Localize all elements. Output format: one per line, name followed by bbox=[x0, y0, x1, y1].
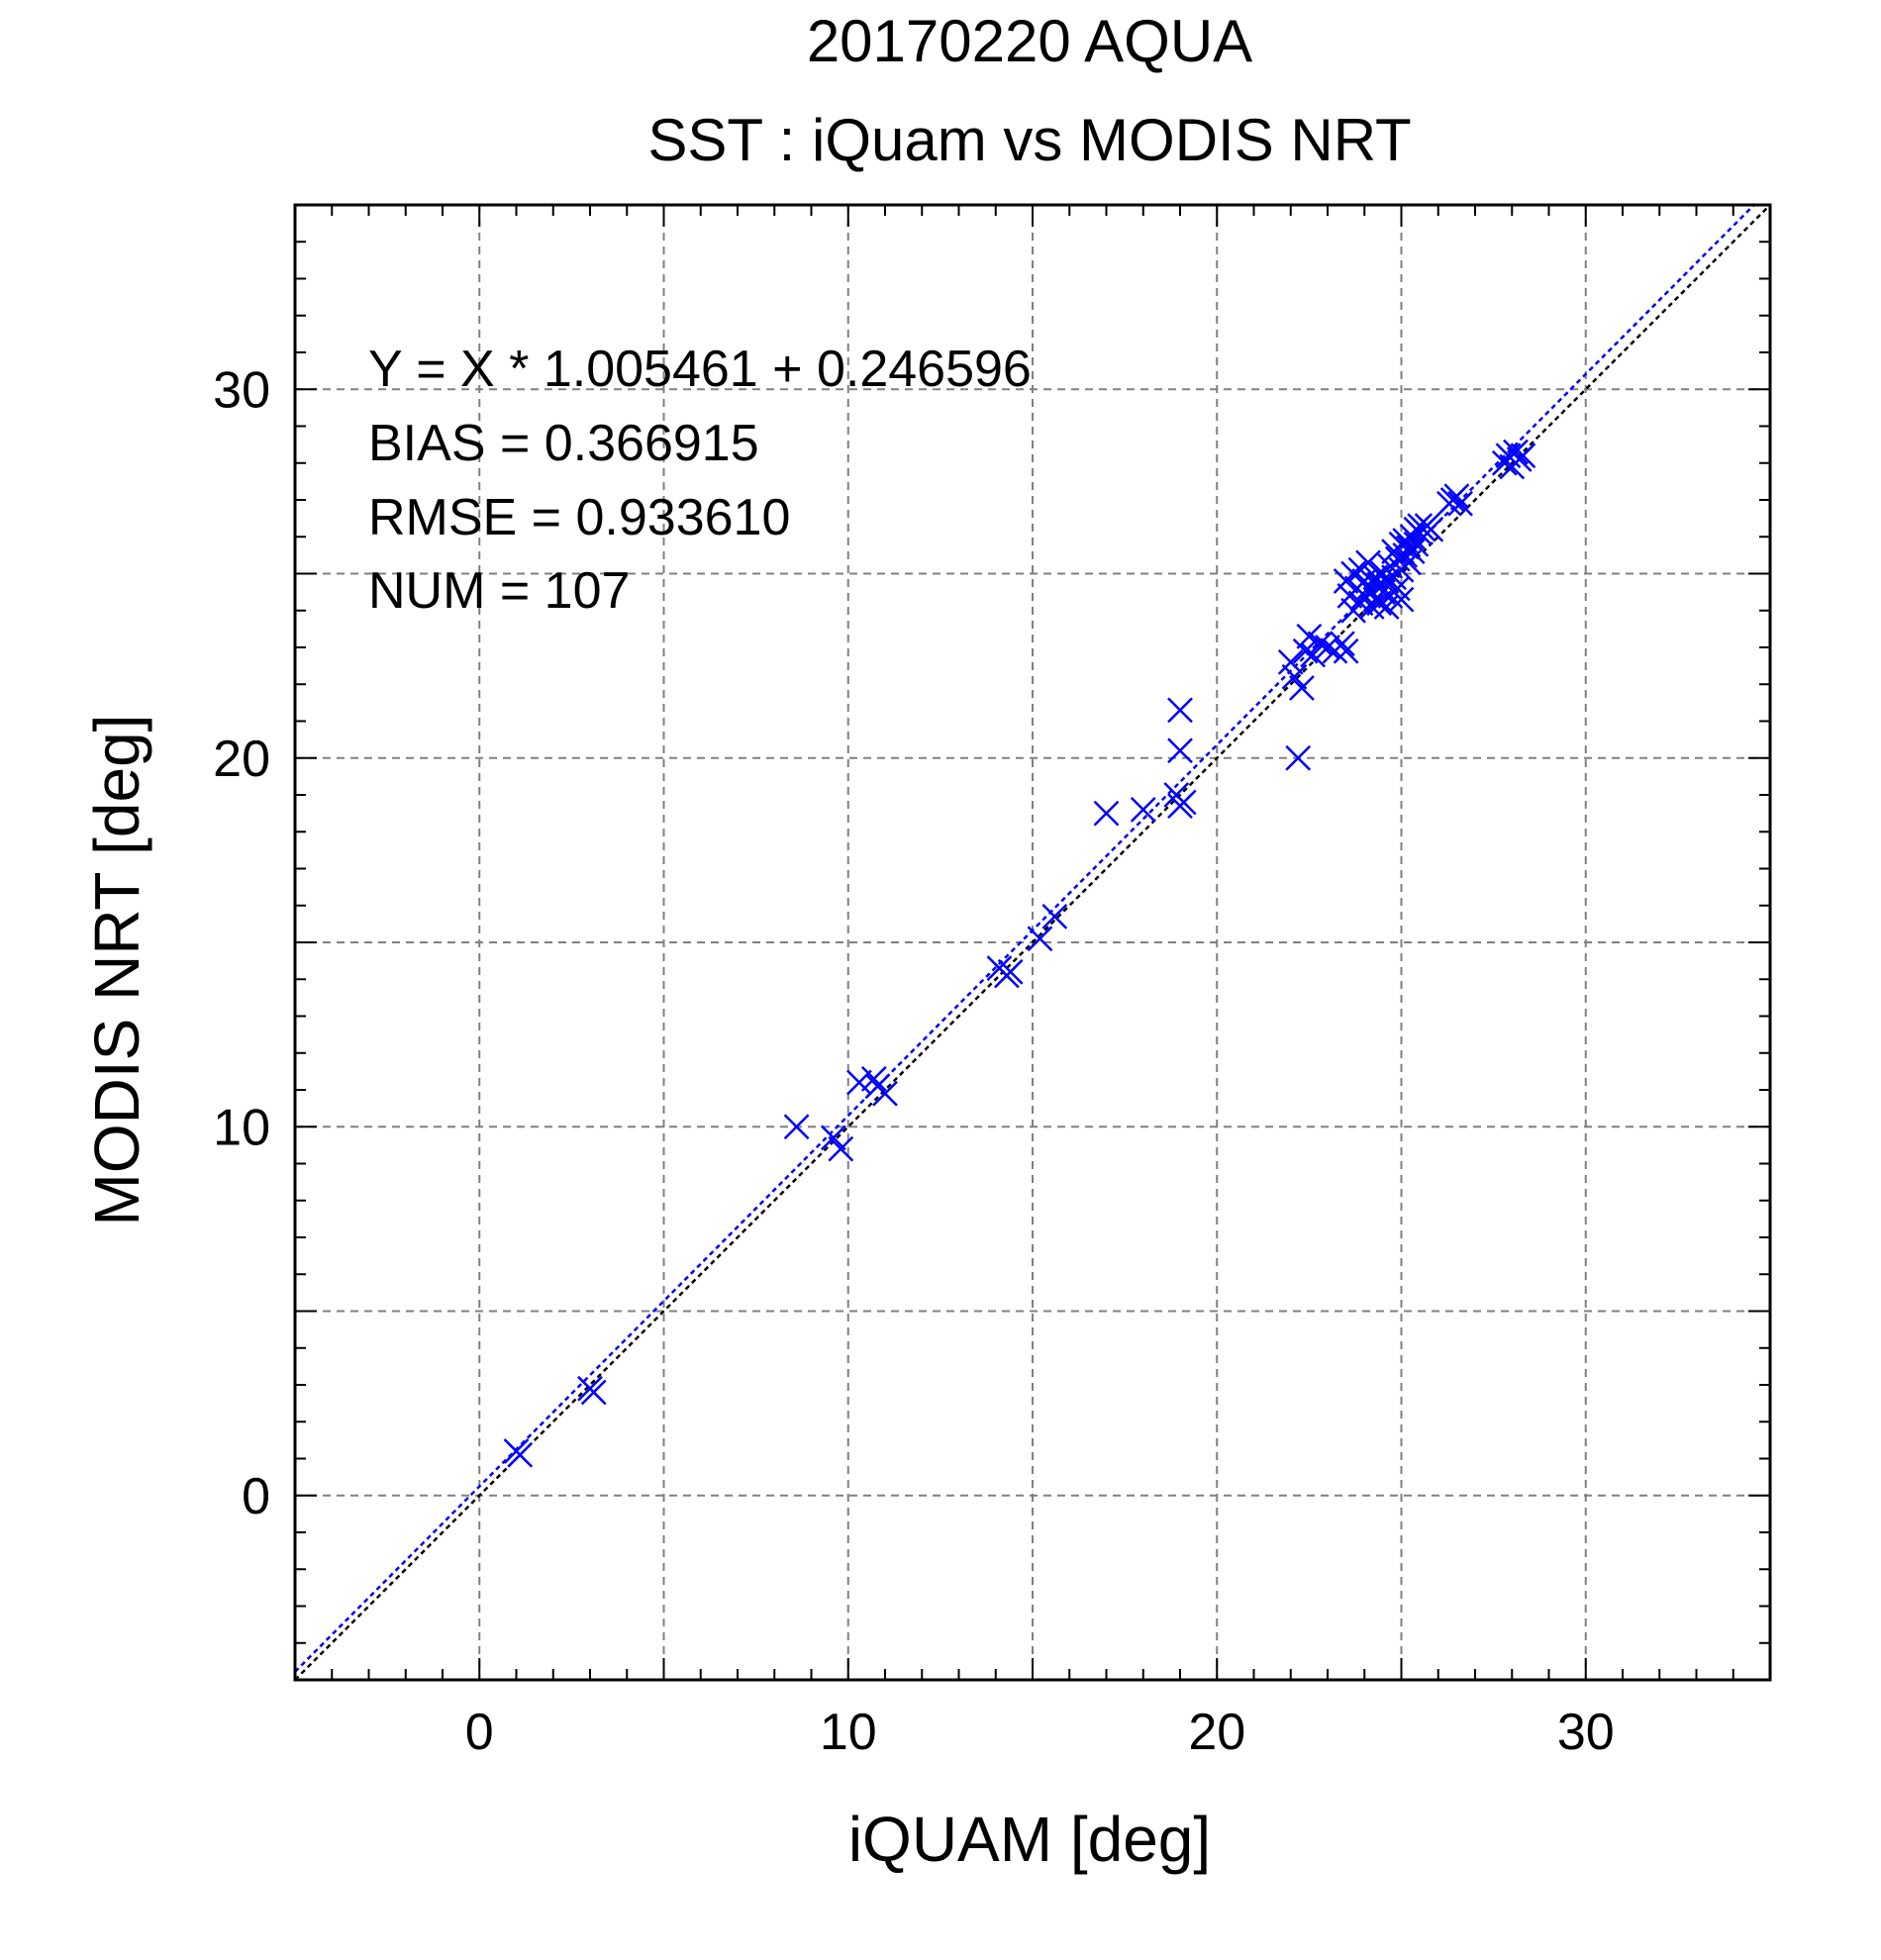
x-axis-label: iQUAM [deg] bbox=[848, 1804, 1211, 1875]
x-tick-label: 30 bbox=[1557, 1704, 1615, 1761]
data-point-marker bbox=[872, 1080, 898, 1107]
data-point-marker bbox=[1388, 586, 1415, 613]
data-point-marker bbox=[1027, 926, 1053, 952]
data-point-marker bbox=[580, 1379, 607, 1406]
x-tick-label: 10 bbox=[820, 1704, 877, 1761]
data-point-marker bbox=[1300, 641, 1326, 668]
y-tick-label: 30 bbox=[213, 361, 270, 419]
data-point-marker bbox=[507, 1441, 534, 1468]
data-point-marker bbox=[997, 958, 1024, 985]
identity-line bbox=[295, 205, 1770, 1680]
data-points bbox=[503, 439, 1536, 1468]
data-point-marker bbox=[1041, 904, 1068, 930]
data-point-marker bbox=[1373, 568, 1400, 594]
data-point-marker bbox=[1167, 697, 1193, 724]
data-point-marker bbox=[1281, 663, 1308, 690]
chart-title-line2: SST : iQuam vs MODIS NRT bbox=[647, 107, 1411, 173]
data-point-marker bbox=[1170, 789, 1197, 816]
data-point-marker bbox=[1333, 637, 1359, 664]
data-point-marker bbox=[1307, 631, 1334, 657]
y-tick-labels: 0 10 20 30 bbox=[213, 361, 270, 1525]
data-point-marker bbox=[1292, 637, 1319, 664]
data-point-marker bbox=[1447, 490, 1473, 517]
data-point-marker bbox=[1443, 483, 1470, 510]
data-point-marker bbox=[1330, 631, 1355, 657]
data-point-marker bbox=[1093, 800, 1120, 827]
y-tick-label: 0 bbox=[242, 1468, 270, 1525]
data-point-marker bbox=[860, 1065, 887, 1092]
data-point-marker bbox=[828, 1135, 854, 1162]
x-tick-label: 0 bbox=[465, 1704, 494, 1761]
y-tick-label: 10 bbox=[213, 1099, 270, 1156]
annotation-rmse: RMSE = 0.933610 bbox=[368, 489, 790, 546]
annotation-bias: BIAS = 0.366915 bbox=[368, 415, 759, 472]
data-point-marker bbox=[820, 1125, 846, 1151]
x-tick-label: 20 bbox=[1188, 1704, 1245, 1761]
y-tick-label: 20 bbox=[213, 731, 270, 788]
data-point-marker bbox=[846, 1069, 872, 1096]
chart-title-line1: 20170220 AQUA bbox=[807, 8, 1252, 74]
data-point-marker bbox=[1130, 797, 1156, 823]
plot-frame bbox=[293, 203, 1772, 1682]
data-point-marker bbox=[1503, 439, 1529, 465]
data-point-marker bbox=[1277, 649, 1304, 675]
annotation-fit: Y = X * 1.005461 + 0.246596 bbox=[368, 341, 1032, 398]
data-point-marker bbox=[1289, 675, 1315, 701]
y-axis-label: MODIS NRT [deg] bbox=[81, 715, 152, 1226]
x-tick-labels: 0 10 20 30 bbox=[465, 1704, 1615, 1761]
data-point-marker bbox=[783, 1114, 810, 1140]
data-point-marker bbox=[1399, 539, 1426, 565]
data-point-marker bbox=[1285, 744, 1312, 771]
data-point-marker bbox=[1418, 516, 1444, 542]
annotation-num: NUM = 107 bbox=[368, 562, 630, 620]
data-point-marker bbox=[1510, 442, 1536, 469]
data-point-marker bbox=[1167, 737, 1193, 764]
